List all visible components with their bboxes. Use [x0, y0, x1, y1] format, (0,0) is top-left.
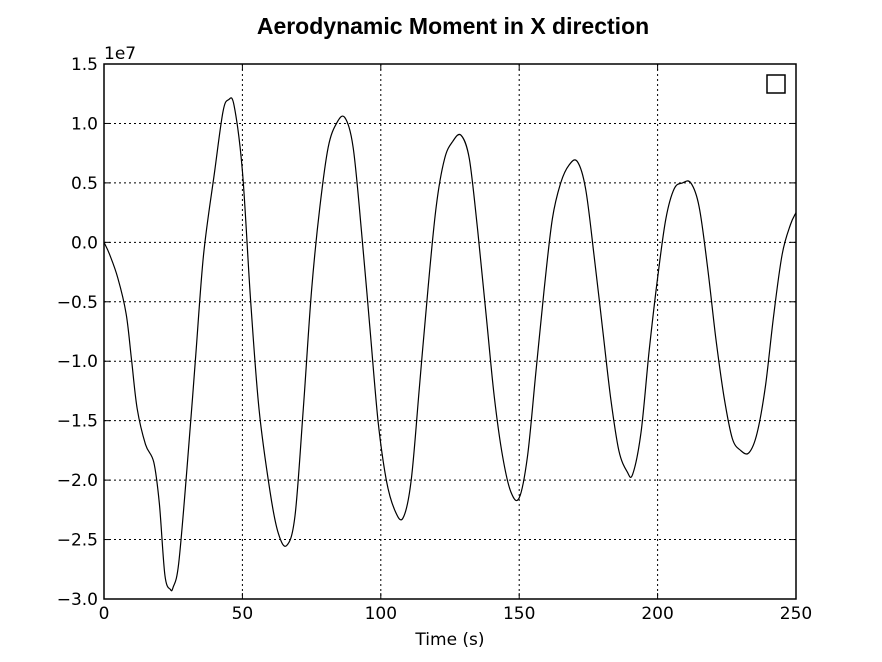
- x-tick-label: 250: [780, 604, 812, 624]
- x-tick-label: 200: [641, 604, 673, 624]
- y-tick-label: 0.5: [71, 174, 98, 194]
- legend-box: [766, 74, 786, 94]
- chart-title: Aerodynamic Moment in X direction: [257, 13, 649, 39]
- y-tick-label: −0.5: [57, 293, 98, 313]
- y-axis-scale-label: 1e7: [104, 44, 136, 64]
- series-line: [103, 97, 797, 592]
- plot-area-frame: [103, 63, 797, 600]
- x-tick-label: 50: [232, 604, 254, 624]
- y-tick-label: −1.5: [57, 412, 98, 432]
- axis-ticks: [103, 63, 797, 600]
- x-tick-label: 100: [365, 604, 397, 624]
- y-tick-label: −1.0: [57, 352, 98, 372]
- y-tick-label: 0.0: [71, 233, 98, 253]
- grid-lines: [104, 64, 796, 599]
- series-layer: [103, 97, 797, 592]
- tick-labels: 0 50 100 150 200 250 1.5 1.0 0.5 0.0 −0.5 −1.0 −1.5 −…: [57, 55, 813, 624]
- x-axis-label: Time (s): [414, 630, 484, 650]
- y-tick-label: −2.5: [57, 531, 98, 551]
- y-tick-label: 1.0: [71, 114, 98, 134]
- y-tick-label: −3.0: [57, 590, 98, 610]
- x-tick-label: 0: [99, 604, 110, 624]
- y-tick-label: −2.0: [57, 471, 98, 491]
- x-tick-label: 150: [503, 604, 535, 624]
- y-tick-label: 1.5: [71, 55, 98, 75]
